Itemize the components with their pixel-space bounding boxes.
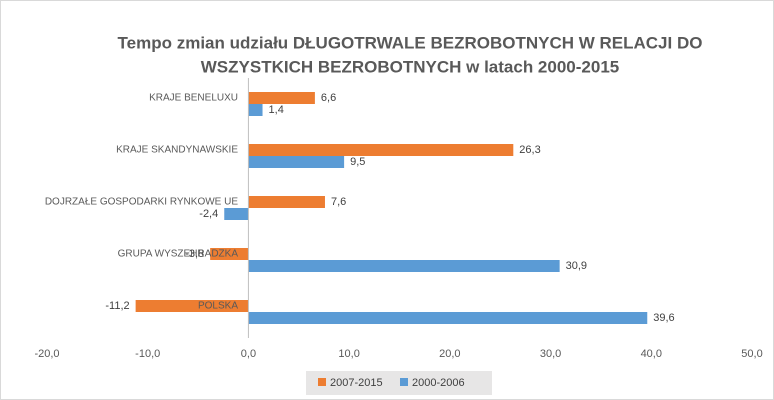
x-tick-label: 30,0	[540, 348, 561, 360]
x-tick-label: 10,0	[338, 348, 359, 360]
bar	[248, 260, 560, 272]
y-tick-label: POLSKA	[198, 301, 238, 312]
x-tick-label: 0,0	[241, 348, 256, 360]
data-label: 6,6	[321, 92, 336, 104]
legend-swatch	[318, 378, 326, 386]
bar	[210, 248, 249, 260]
x-tick-label: 50,0	[741, 348, 762, 360]
chart-title: Tempo zmian udziału DŁUGOTRWALE BEZROBOT…	[118, 33, 703, 52]
data-label: -3,8	[185, 248, 204, 260]
bar	[224, 208, 249, 220]
data-label: 1,4	[269, 104, 284, 116]
data-label: -2,4	[199, 208, 218, 220]
x-tick-label: 40,0	[641, 348, 662, 360]
x-tick-label: -10,0	[135, 348, 160, 360]
legend-swatch	[400, 378, 408, 386]
y-tick-label: DOJRZAŁE GOSPODARKI RYNKOWE UE	[45, 197, 239, 208]
y-tick-label: KRAJE SKANDYNAWSKIE	[116, 145, 238, 156]
bar	[135, 300, 249, 312]
legend-box	[306, 371, 492, 395]
data-label: -11,2	[105, 300, 129, 312]
bar	[248, 196, 325, 208]
y-tick-label: KRAJE BENELUXU	[149, 93, 238, 104]
x-tick-label: 20,0	[439, 348, 460, 360]
data-label: 7,6	[331, 196, 346, 208]
chart-title: WSZYSTKICH BEZROBOTNYCH w latach 2000-20…	[201, 57, 619, 76]
bar	[248, 92, 315, 104]
data-label: 30,9	[566, 260, 587, 272]
data-label: 9,5	[350, 156, 365, 168]
bar	[248, 312, 648, 324]
y-tick-label: GRUPA WYSZEHRADZKA	[118, 249, 239, 260]
legend-label: 2000-2006	[412, 377, 465, 389]
bar	[248, 104, 263, 116]
bar	[248, 144, 514, 156]
data-label: 39,6	[653, 312, 674, 324]
legend-label: 2007-2015	[330, 377, 383, 389]
x-tick-label: -20,0	[34, 348, 59, 360]
data-label: 26,3	[519, 144, 540, 156]
bar	[248, 156, 345, 168]
